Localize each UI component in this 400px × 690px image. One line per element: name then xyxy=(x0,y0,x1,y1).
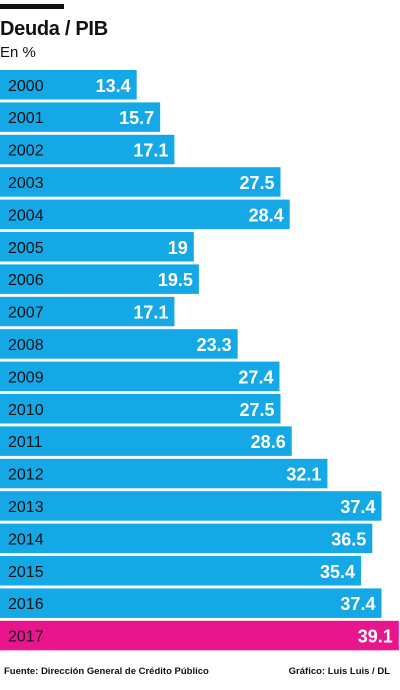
bar-2005 xyxy=(0,232,194,262)
value-label-2000: 13.4 xyxy=(96,76,131,96)
bar-2016 xyxy=(0,588,382,618)
year-label-2014: 2014 xyxy=(8,531,44,548)
year-label-2013: 2013 xyxy=(8,499,44,516)
bar-2001 xyxy=(0,102,161,132)
source-note: Fuente: Dirección General de Crédito Púb… xyxy=(4,666,209,677)
bar-2008 xyxy=(0,329,238,359)
value-label-2004: 28.4 xyxy=(249,205,284,225)
year-label-2017: 2017 xyxy=(8,629,44,646)
year-label-2012: 2012 xyxy=(8,467,44,484)
top-rule xyxy=(0,4,64,9)
chart-title: Deuda / PIB xyxy=(0,18,108,40)
value-label-2003: 27.5 xyxy=(239,173,274,193)
value-label-2015: 35.4 xyxy=(320,562,355,582)
value-label-2017: 39.1 xyxy=(358,627,393,647)
year-label-2015: 2015 xyxy=(8,564,44,581)
chart-subtitle: En % xyxy=(0,44,36,61)
value-label-2010: 27.5 xyxy=(239,400,274,420)
year-label-2016: 2016 xyxy=(8,596,44,613)
bar-2015 xyxy=(0,556,362,586)
bar-2012 xyxy=(0,458,328,489)
value-label-2001: 15.7 xyxy=(119,108,154,128)
year-label-2002: 2002 xyxy=(8,143,44,160)
year-label-2011: 2011 xyxy=(8,434,43,451)
bar-2003 xyxy=(0,167,281,197)
bar-2010 xyxy=(0,394,281,424)
year-label-2006: 2006 xyxy=(8,272,44,289)
value-label-2006: 19.5 xyxy=(158,270,193,290)
value-label-2013: 37.4 xyxy=(340,497,375,517)
bar-2006 xyxy=(0,264,199,294)
value-label-2007: 17.1 xyxy=(133,303,168,323)
bar-2004 xyxy=(0,199,290,230)
year-label-2001: 2001 xyxy=(8,110,44,127)
value-label-2011: 28.6 xyxy=(251,432,286,452)
bar-2002 xyxy=(0,134,175,165)
value-label-2014: 36.5 xyxy=(331,529,366,549)
year-label-2004: 2004 xyxy=(8,207,44,224)
value-label-2005: 19 xyxy=(168,238,188,258)
value-label-2002: 17.1 xyxy=(133,141,168,161)
year-label-2007: 2007 xyxy=(8,305,44,322)
bar-2007 xyxy=(0,296,175,327)
credit-note: Gráfico: Luis Luis / DL xyxy=(288,666,390,677)
bar-2000 xyxy=(0,70,137,100)
year-label-2010: 2010 xyxy=(8,402,44,419)
year-label-2005: 2005 xyxy=(8,240,44,257)
value-label-2009: 27.4 xyxy=(238,367,273,387)
bar-2009 xyxy=(0,361,280,392)
bar-2011 xyxy=(0,426,292,456)
value-label-2012: 32.1 xyxy=(286,465,321,485)
year-label-2009: 2009 xyxy=(8,369,44,386)
year-label-2008: 2008 xyxy=(8,337,44,354)
year-label-2003: 2003 xyxy=(8,175,44,192)
value-label-2016: 37.4 xyxy=(340,594,375,614)
bar-2017 xyxy=(0,620,399,651)
year-label-2000: 2000 xyxy=(8,78,44,95)
value-label-2008: 23.3 xyxy=(197,335,232,355)
bar-2014 xyxy=(0,523,373,554)
bar-2013 xyxy=(0,491,382,521)
